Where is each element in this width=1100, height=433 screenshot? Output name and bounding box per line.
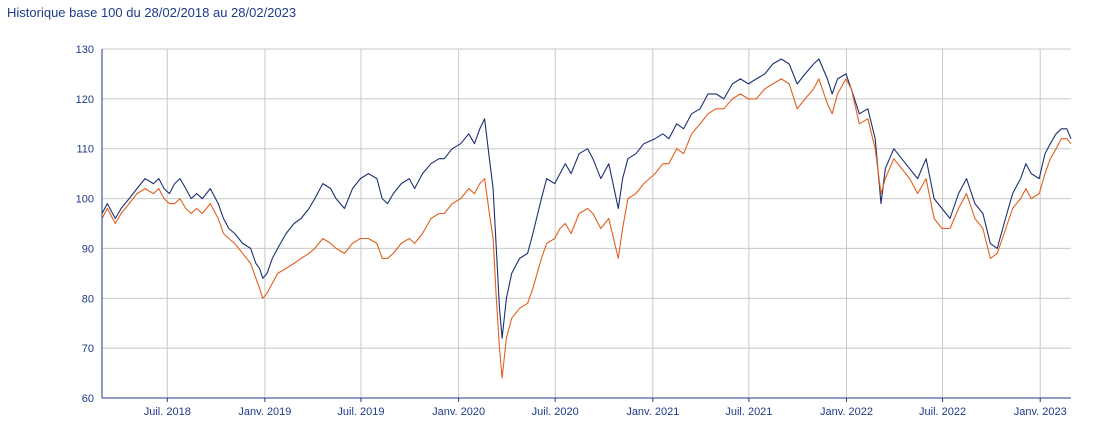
x-tick-label: Janv. 2019: [238, 406, 291, 418]
y-tick-label: 60: [82, 393, 94, 405]
grid-layer: [102, 48, 1071, 399]
x-tick-label: Janv. 2020: [432, 406, 485, 418]
x-tick-label: Janv. 2022: [820, 406, 873, 418]
x-tick-label: Juil. 2018: [144, 406, 191, 418]
y-tick-label: 110: [76, 144, 94, 156]
y-tick-label: 130: [76, 44, 94, 56]
y-tick-label: 120: [76, 94, 94, 106]
axis-layer: 60 70 80 90 100 110 120 130 Juil. 2018 Janv. 2019…: [76, 44, 1071, 418]
x-tick-label: Janv. 2023: [1014, 406, 1067, 418]
series-line-2: [101, 78, 1072, 379]
x-tick-label: Janv. 2021: [626, 406, 679, 418]
x-tick-label: Juil. 2019: [337, 406, 384, 418]
y-tick-label: 80: [82, 293, 94, 305]
series-layer: [101, 58, 1072, 379]
y-tick-label: 90: [82, 243, 94, 255]
y-tick-label: 100: [76, 194, 94, 206]
series-line-1: [101, 58, 1072, 339]
x-tick-label: Juil. 2020: [532, 406, 579, 418]
x-tick-label: Juil. 2022: [919, 406, 966, 418]
y-tick-label: 70: [82, 343, 94, 355]
chart-title: Historique base 100 du 28/02/2018 au 28/…: [7, 5, 297, 20]
x-tick-label: Juil. 2021: [725, 406, 772, 418]
